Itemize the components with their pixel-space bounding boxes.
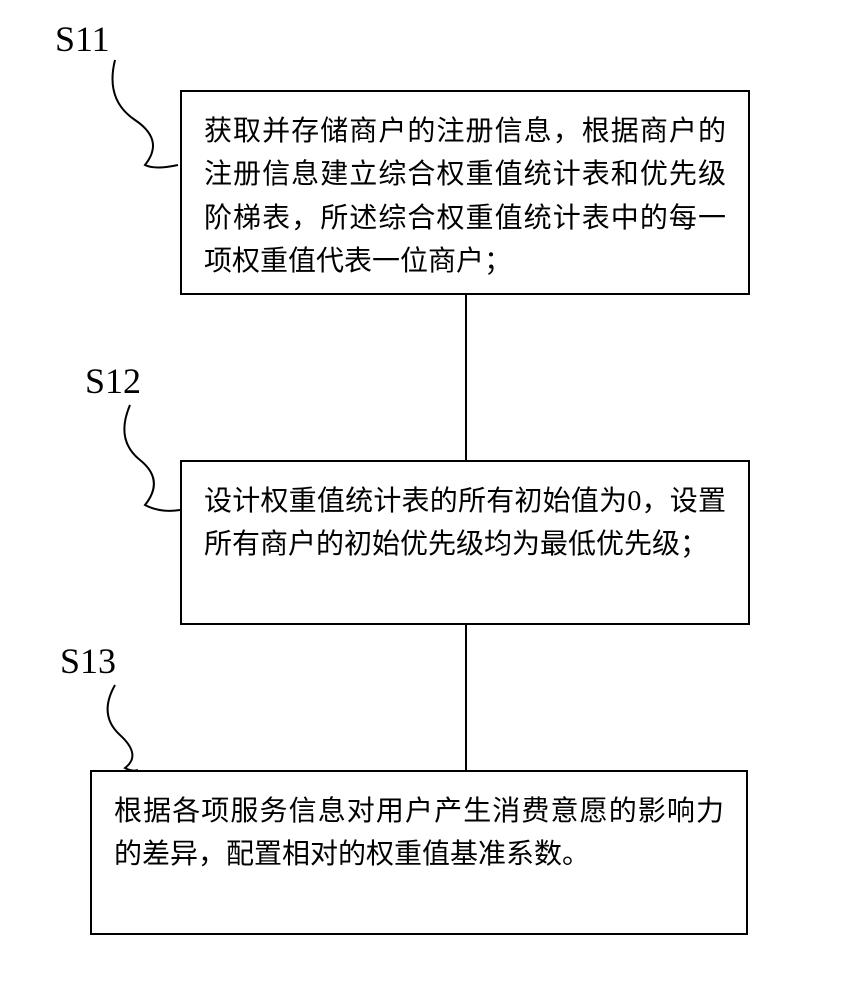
connector-2 bbox=[465, 625, 467, 770]
step-text-s12: 设计权重值统计表的所有初始值为0，设置所有商户的初始优先级均为最低优先级； bbox=[204, 486, 726, 560]
step-text-s13: 根据各项服务信息对用户产生消费意愿的影响力的差异，配置相对的权重值基准系数。 bbox=[114, 796, 724, 870]
curve-s13 bbox=[90, 680, 160, 780]
step-box-s11: 获取并存储商户的注册信息，根据商户的注册信息建立综合权重值统计表和优先级阶梯表，… bbox=[180, 90, 750, 295]
step-label-s13: S13 bbox=[60, 640, 116, 682]
step-box-s12: 设计权重值统计表的所有初始值为0，设置所有商户的初始优先级均为最低优先级； bbox=[180, 460, 750, 625]
curve-s11 bbox=[100, 50, 190, 180]
step-box-s13: 根据各项服务信息对用户产生消费意愿的影响力的差异，配置相对的权重值基准系数。 bbox=[90, 770, 748, 935]
step-text-s11: 获取并存储商户的注册信息，根据商户的注册信息建立综合权重值统计表和优先级阶梯表，… bbox=[204, 116, 726, 277]
connector-1 bbox=[465, 295, 467, 460]
